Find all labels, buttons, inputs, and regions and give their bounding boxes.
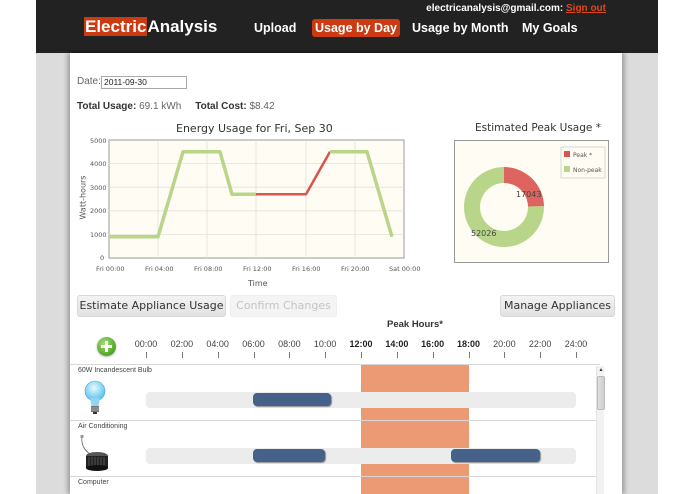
timeline-tick-mark [540, 352, 542, 358]
date-input[interactable]: 2011-09-30 [101, 76, 187, 89]
x-tick-fri-16: Fri 16:00 [292, 265, 321, 273]
energy-usage-chart [108, 139, 405, 259]
timeline-tick-label: 10:00 [313, 339, 337, 349]
timeline-tick-label: 08:00 [278, 339, 301, 349]
appliance-list: 60W Incandescent Bulb Air Conditioning [70, 364, 604, 494]
y-tick-0: 0 [100, 254, 105, 262]
appliance-row-air-conditioning: Air Conditioning [70, 420, 600, 476]
computer-icon [78, 490, 112, 494]
total-usage-label: Total Usage: [77, 101, 137, 112]
timeline-tick-mark [146, 352, 147, 358]
appliance-name: Computer [78, 479, 110, 486]
estimate-appliance-usage-button[interactable]: Estimate Appliance Usage [77, 295, 226, 317]
timeline-tick-mark [361, 352, 362, 358]
line-chart-title: Energy Usage for Fri, Sep 30 [176, 122, 333, 135]
total-cost-label: Total Cost: [195, 101, 247, 112]
air-conditioner-icon [80, 435, 108, 471]
timeline-tick-label: 06:00 [242, 339, 265, 349]
appliance-name: Air Conditioning [78, 423, 129, 430]
timeline-tick-label: 16:00 [421, 339, 445, 349]
usage-track[interactable] [146, 392, 576, 408]
total-cost-value: $8.42 [249, 101, 275, 112]
logo-highlight: Electric [84, 17, 148, 36]
scroll-up-arrow-icon[interactable]: ▲ [598, 367, 604, 373]
timeline-tick-label: 04:00 [206, 339, 229, 349]
timeline-tick-label: 18:00 [456, 339, 481, 349]
usage-track[interactable] [146, 448, 576, 464]
y-axis-label: Watt-hours [78, 175, 88, 220]
usage-segment[interactable] [253, 449, 325, 462]
legend-nonpeak-label: Non-peak [573, 167, 602, 174]
x-tick-sat-00: Sat 00:00 [389, 265, 421, 273]
usage-segment[interactable] [253, 393, 331, 406]
nav-usage-by-day[interactable]: Usage by Day [312, 19, 400, 37]
appliance-row-bulb: 60W Incandescent Bulb [70, 364, 600, 420]
logo[interactable]: ElectricAnalysis [84, 17, 217, 37]
manage-appliances-button[interactable]: Manage Appliances [500, 295, 615, 317]
timeline-tick-mark [432, 352, 434, 358]
timeline-tick-mark [468, 352, 470, 358]
timeline-tick-mark [504, 352, 506, 358]
appliance-row-computer: Computer [70, 476, 600, 494]
timeline-tick-label: 00:00 [134, 339, 158, 349]
timeline-tick-mark [289, 352, 291, 358]
donut-peak-value: 17043 [516, 190, 541, 199]
legend-peak-label: Peak * [573, 152, 592, 159]
user-email: electricanalysis@gmail.com: [426, 3, 564, 14]
timeline-tick-label: 24:00 [564, 339, 588, 349]
nav-my-goals[interactable]: My Goals [522, 21, 578, 35]
nav-upload[interactable]: Upload [254, 21, 297, 35]
x-axis-label: Time [248, 279, 268, 288]
peak-hours-label: Peak Hours* [387, 319, 443, 330]
timeline-tick-label: 12:00 [349, 339, 373, 349]
peak-hours-band [361, 364, 469, 494]
x-tick-fri-04: Fri 04:00 [145, 265, 174, 273]
legend-nonpeak-swatch [564, 166, 570, 172]
timeline-tick-mark [181, 352, 183, 358]
x-tick-fri-12: Fri 12:00 [243, 265, 272, 273]
timeline-tick-label: 20:00 [493, 339, 516, 349]
timeline-tick-mark [396, 352, 398, 358]
confirm-changes-button[interactable]: Confirm Changes [230, 295, 337, 317]
top-header: electricanalysis@gmail.com: Sign out Ele… [36, 0, 658, 53]
y-tick-2000: 2000 [90, 207, 107, 215]
appliance-name: 60W Incandescent Bulb [78, 367, 153, 374]
timeline-tick-label: 14:00 [385, 339, 409, 349]
legend-peak-swatch [564, 151, 570, 157]
scroll-thumb[interactable] [597, 376, 605, 410]
donut-chart-title: Estimated Peak Usage * [475, 122, 601, 134]
x-tick-fri-20: Fri 20:00 [341, 265, 370, 273]
donut-nonpeak-value: 52026 [471, 229, 496, 238]
timeline-tick-label: 02:00 [170, 339, 194, 349]
appliance-list-scrollbar[interactable]: ▲ [596, 366, 605, 494]
date-label: Date: [77, 76, 101, 87]
timeline-tick-label: 22:00 [528, 339, 552, 349]
y-tick-4000: 4000 [90, 160, 107, 168]
timeline-tick-mark [253, 352, 255, 358]
y-tick-5000: 5000 [90, 137, 107, 145]
total-usage-value: 69.1 kWh [139, 101, 182, 112]
main-content: Date: 2011-09-30 Total Usage: 69.1 kWh T… [70, 53, 622, 494]
y-tick-1000: 1000 [90, 231, 107, 239]
timeline-tick-mark [217, 352, 219, 358]
usage-segment[interactable] [451, 449, 540, 462]
x-tick-fri-08: Fri 08:00 [194, 265, 223, 273]
logo-rest: Analysis [147, 17, 218, 36]
y-tick-3000: 3000 [90, 184, 107, 192]
totals-line: Total Usage: 69.1 kWh Total Cost: $8.42 [77, 101, 275, 112]
timeline-tick-mark [576, 352, 577, 358]
light-bulb-icon [84, 380, 106, 414]
nav-usage-by-month[interactable]: Usage by Month [412, 21, 509, 35]
add-appliance-plus-icon[interactable] [97, 337, 116, 356]
peak-usage-donut: 17043 52026 Peak * Non-peak [454, 140, 609, 263]
sign-out-link[interactable]: Sign out [566, 3, 606, 14]
x-tick-fri-00: Fri 00:00 [96, 265, 125, 273]
user-line: electricanalysis@gmail.com: Sign out [426, 3, 606, 14]
timeline-tick-mark [325, 352, 327, 358]
